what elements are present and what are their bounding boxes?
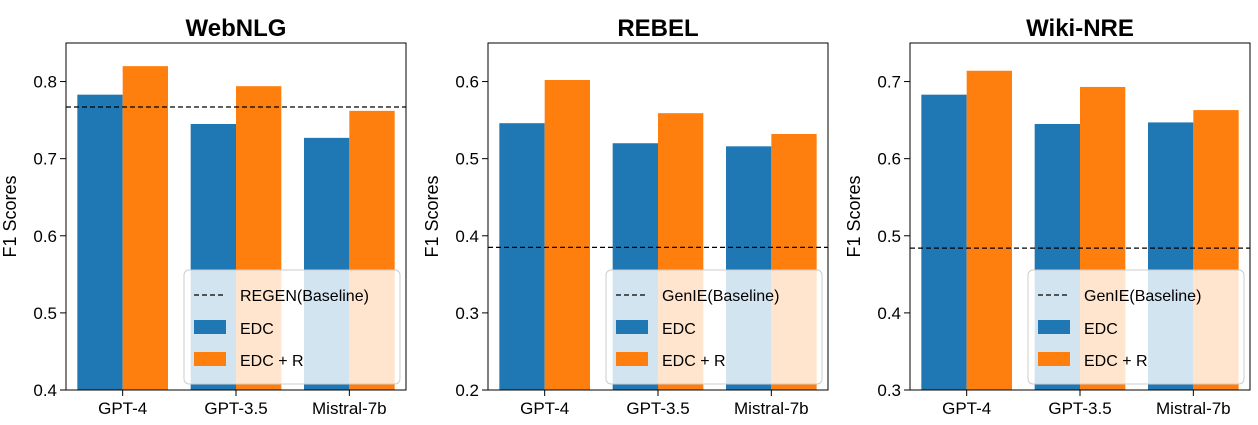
y-tick-label: 0.4 <box>33 381 57 400</box>
legend-label: EDC + R <box>1084 353 1148 370</box>
y-tick-label: 0.2 <box>455 381 479 400</box>
legend-swatch <box>1038 352 1070 366</box>
y-tick-label: 0.4 <box>455 227 479 246</box>
plot-frame <box>487 42 829 391</box>
y-tick-label: 0.4 <box>877 304 901 323</box>
legend-swatch <box>194 320 226 334</box>
legend-swatch <box>1038 320 1070 334</box>
y-tick-label: 0.6 <box>877 150 901 169</box>
legend-swatch <box>616 352 648 366</box>
legend-label: EDC + R <box>240 353 304 370</box>
legend-box <box>605 269 823 385</box>
y-tick-label: 0.6 <box>33 227 57 246</box>
y-tick-label: 0.3 <box>455 304 479 323</box>
legend-swatch <box>616 320 648 334</box>
y-tick-label: 0.5 <box>455 150 479 169</box>
legend-label: EDC + R <box>662 353 726 370</box>
x-tick-label: GPT-4 <box>98 399 147 418</box>
x-tick-label: GPT-3.5 <box>204 399 267 418</box>
y-tick-label: 0.8 <box>33 73 57 92</box>
legend-label: GenIE(Baseline) <box>662 288 779 305</box>
legend-label: EDC <box>662 321 696 338</box>
legend-box <box>1027 269 1245 385</box>
chart-title: Wiki-NRE <box>1026 15 1134 42</box>
chart-title: WebNLG <box>186 15 287 42</box>
bar-edc-1 <box>77 94 123 391</box>
chart-title: REBEL <box>617 15 698 42</box>
chart-panel-3: Wiki-NRE F1 Scores 0.3 0.4 0.5 0.6 0.7 GPT-4 GPT… <box>844 15 1251 418</box>
bar-edc-r-1 <box>122 66 168 390</box>
y-tick-label: 0.5 <box>877 227 901 246</box>
y-tick-label: 0.3 <box>877 381 901 400</box>
y-tick-label: 0.7 <box>877 73 901 92</box>
y-axis-label: F1 Scores <box>0 175 20 257</box>
legend: GenIE(Baseline) EDC EDC + R <box>605 269 823 385</box>
legend: GenIE(Baseline) EDC EDC + R <box>1027 269 1245 385</box>
bar-edc-1 <box>921 94 967 391</box>
legend-label: EDC <box>240 321 274 338</box>
y-tick-label: 0.5 <box>33 304 57 323</box>
legend-swatch <box>194 352 226 366</box>
legend: REGEN(Baseline) EDC EDC + R <box>183 269 401 385</box>
x-tick-label: Mistral-7b <box>312 399 387 418</box>
x-tick-label: GPT-4 <box>942 399 991 418</box>
y-tick-label: 0.6 <box>455 73 479 92</box>
x-tick-label: GPT-4 <box>520 399 569 418</box>
plot-frame <box>909 42 1251 391</box>
x-tick-label: Mistral-7b <box>734 399 809 418</box>
legend-box <box>183 269 401 385</box>
x-tick-label: GPT-3.5 <box>626 399 689 418</box>
plot-frame <box>65 42 407 391</box>
chart-panel-2: REBEL F1 Scores 0.2 0.3 0.4 0.5 0.6 GPT-4 GPT-3.… <box>422 15 829 418</box>
legend-label: EDC <box>1084 321 1118 338</box>
y-axis-label: F1 Scores <box>422 175 442 257</box>
chart-panel-1: WebNLG F1 Scores 0.4 0.5 0.6 0.7 0.8 GPT-4 GPT-3… <box>0 15 407 418</box>
legend-label: GenIE(Baseline) <box>1084 288 1201 305</box>
x-tick-label: GPT-3.5 <box>1048 399 1111 418</box>
bar-edc-r-1 <box>966 70 1012 390</box>
x-tick-label: Mistral-7b <box>1156 399 1231 418</box>
bar-edc-1 <box>499 123 545 390</box>
legend-label: REGEN(Baseline) <box>240 288 369 305</box>
bar-edc-r-1 <box>544 80 590 390</box>
y-axis-label: F1 Scores <box>844 175 864 257</box>
y-tick-label: 0.7 <box>33 150 57 169</box>
